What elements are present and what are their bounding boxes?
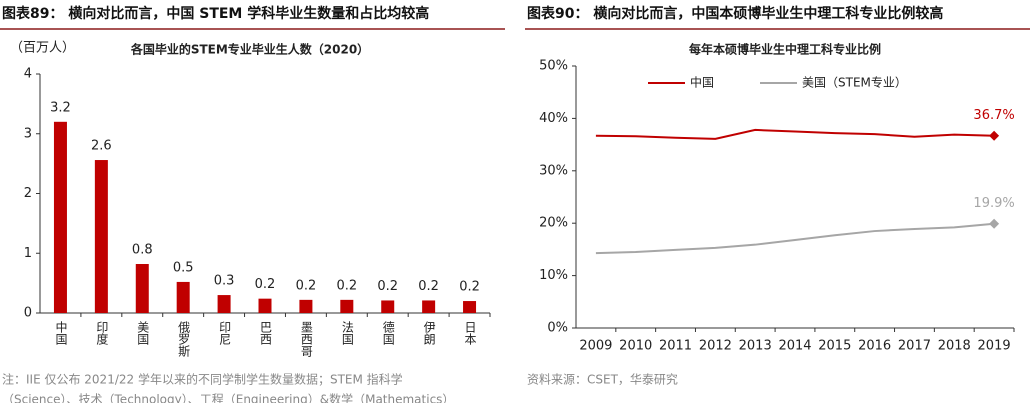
- y-tick-label: 10%: [539, 268, 568, 283]
- note: （Science）、技术（Technology）、工程（Engineering）…: [2, 392, 454, 403]
- end-marker: [989, 218, 1000, 229]
- x-tick-label: 2018: [938, 339, 971, 354]
- x-tick-label: 印尼: [218, 321, 232, 345]
- legend-label: 中国: [690, 75, 714, 90]
- value-label: 0.2: [296, 278, 317, 293]
- x-tick-label: 2017: [898, 339, 931, 354]
- end-marker: [989, 130, 1000, 141]
- value-label: 0.5: [173, 260, 194, 275]
- y-tick-label: 50%: [539, 59, 568, 74]
- x-tick-label: 印度: [95, 321, 109, 345]
- legend-label: 美国（STEM专业）: [802, 75, 907, 90]
- bar: [94, 160, 108, 313]
- x-tick-label: 伊朗: [422, 321, 436, 345]
- caption: 图表90： 横向对比而言，中国本硕博毕业生中理工科专业比例较高: [527, 5, 943, 22]
- series-line: [595, 222, 995, 255]
- value-label: 0.2: [255, 277, 276, 292]
- value-label: 3.2: [50, 100, 71, 115]
- x-tick-label: 俄罗斯: [177, 321, 191, 358]
- x-tick-label: 美国: [136, 321, 150, 345]
- series-line: [595, 128, 995, 140]
- x-tick-label: 中国: [54, 320, 68, 345]
- bar: [258, 298, 272, 313]
- value-label: 0.8: [132, 243, 153, 258]
- chart-title: 各国毕业的STEM专业毕业生人数（2020）: [130, 42, 369, 57]
- x-tick-label: 巴西: [259, 321, 273, 345]
- y-tick-label: 4: [24, 67, 32, 82]
- x-tick-label: 日本: [463, 321, 477, 346]
- bar: [299, 299, 313, 313]
- bar: [176, 281, 190, 313]
- bar: [422, 300, 436, 313]
- x-tick-label: 2015: [818, 339, 851, 354]
- x-tick-label: 2019: [978, 339, 1011, 354]
- y-tick-label: 30%: [539, 163, 568, 178]
- bar: [340, 299, 354, 313]
- x-tick-label: 德国: [381, 320, 395, 345]
- bar: [381, 300, 395, 313]
- x-tick-label: 2013: [739, 339, 772, 354]
- y-tick-label: 0: [24, 306, 32, 321]
- y-tick-label: 20%: [539, 216, 568, 231]
- bar: [53, 121, 67, 313]
- caption: 图表89： 横向对比而言，中国 STEM 学科毕业生数量和占比均较高: [2, 5, 429, 22]
- value-label: 0.2: [336, 278, 357, 293]
- y-tick-label: 1: [24, 246, 32, 261]
- y-tick-label: 3: [24, 126, 32, 141]
- bar: [463, 301, 477, 313]
- value-label: 0.2: [377, 279, 398, 294]
- x-tick-label: 2009: [579, 339, 612, 354]
- note: 资料来源：CSET，华泰研究: [527, 372, 678, 387]
- value-label: 2.6: [91, 139, 112, 154]
- bar: [135, 264, 149, 313]
- x-tick-label: 2012: [699, 339, 732, 354]
- y-tick-label: 40%: [539, 111, 568, 126]
- y-tick-label: 0%: [547, 321, 568, 336]
- chart-title: 每年本硕博毕业生中理工科专业比例: [689, 42, 881, 57]
- note: 注：IIE 仅公布 2021/22 学年以来的不同学制学生数量数据；STEM 指…: [2, 372, 403, 387]
- bar: [217, 295, 231, 313]
- x-tick-label: 2014: [778, 339, 811, 354]
- x-tick-label: 2016: [858, 339, 891, 354]
- x-tick-label: 2010: [619, 339, 652, 354]
- y-tick-label: 2: [24, 186, 32, 201]
- value-label: 0.3: [214, 274, 235, 289]
- value-label: 0.2: [418, 279, 439, 294]
- x-tick-label: 法国: [340, 321, 354, 345]
- value-label: 0.2: [459, 280, 480, 295]
- y-axis-label: （百万人）: [10, 41, 75, 56]
- value-label: 36.7%: [973, 108, 1014, 123]
- x-tick-label: 墨西哥: [299, 321, 313, 357]
- x-tick-label: 2011: [659, 339, 692, 354]
- value-label: 19.9%: [973, 196, 1014, 211]
